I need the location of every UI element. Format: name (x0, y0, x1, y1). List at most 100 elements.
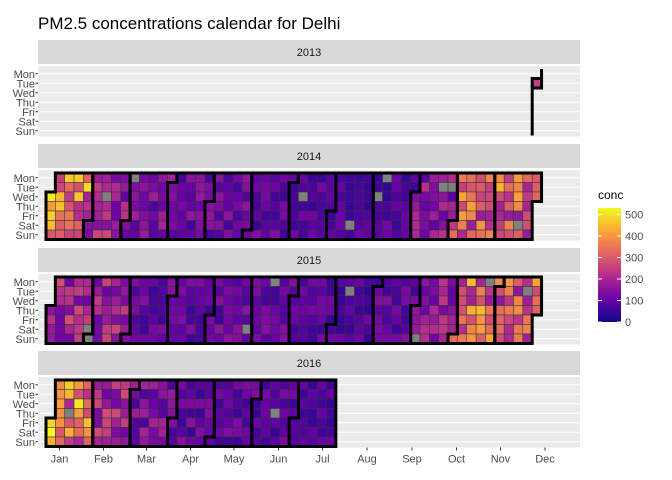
day-cell (260, 427, 271, 438)
day-cell (466, 201, 477, 212)
day-cell (223, 201, 234, 212)
day-cell (475, 305, 486, 316)
day-cell (354, 314, 365, 325)
day-cell (101, 389, 112, 400)
month-tick-label: Mar (137, 454, 156, 466)
day-cell (195, 408, 206, 419)
day-cell (139, 201, 150, 212)
day-cell (391, 201, 402, 212)
day-cell (73, 427, 84, 438)
day-cell (186, 408, 196, 419)
day-cell (513, 286, 524, 297)
day-cell (111, 191, 122, 202)
day-cell (139, 417, 150, 428)
day-cell (475, 220, 486, 231)
day-cell (513, 305, 524, 316)
day-cell (55, 324, 65, 335)
day-cell (157, 398, 168, 409)
day-cell (391, 295, 402, 306)
day-cell (186, 286, 196, 297)
day-cell (298, 305, 309, 316)
day-cell (186, 191, 196, 202)
weekday-tick-label: Tue (16, 182, 35, 194)
weekday-tick-label: Sun (15, 126, 35, 138)
day-cell (148, 201, 159, 212)
day-cell (195, 417, 206, 428)
day-cell (176, 210, 187, 221)
day-cell (139, 191, 150, 202)
day-cell (232, 314, 243, 325)
day-cell (354, 286, 365, 297)
day-cell (391, 314, 402, 325)
month-tick-label: Apr (182, 454, 199, 466)
day-cell (111, 295, 122, 306)
weekday-tick-label: Tue (16, 78, 35, 90)
day-cell (279, 398, 290, 409)
day-cell (316, 305, 327, 316)
day-cell (382, 210, 393, 221)
day-cell (260, 295, 271, 306)
day-cell (354, 324, 365, 335)
day-cell (344, 305, 355, 316)
month-tick-label: May (224, 454, 245, 466)
day-cell (307, 191, 318, 202)
day-cell (232, 324, 243, 335)
day-cell (513, 220, 524, 231)
day-cell (139, 182, 150, 193)
day-cell (382, 295, 393, 306)
weekday-tick-label: Thu (16, 408, 35, 420)
day-cell (139, 408, 150, 419)
weekday-tick-label: Sun (15, 334, 35, 346)
panel-strip-label: 2015 (297, 255, 321, 267)
day-cell (73, 191, 84, 202)
day-cell (513, 182, 524, 193)
day-cell (176, 201, 187, 212)
day-cell (223, 314, 234, 325)
day-cell (111, 398, 122, 409)
day-cell (232, 182, 243, 193)
month-tick-label: Sep (402, 454, 422, 466)
day-cell (382, 305, 393, 316)
day-cell (382, 182, 393, 193)
day-cell (111, 305, 122, 316)
day-cell (307, 398, 318, 409)
day-cell (354, 210, 365, 221)
month-tick-label: Feb (94, 454, 113, 466)
day-cell (101, 286, 112, 297)
weekday-tick-label: Wed (13, 296, 35, 308)
day-cell (438, 286, 449, 297)
day-cell (513, 314, 524, 325)
day-cell (55, 220, 65, 231)
day-cell (344, 182, 355, 193)
day-cell (391, 182, 402, 193)
day-cell (260, 182, 271, 193)
day-cell (475, 191, 486, 202)
panel-strip (38, 40, 580, 64)
day-cell (64, 398, 75, 409)
day-cell (111, 417, 122, 428)
day-cell (513, 324, 524, 335)
day-cell (438, 191, 449, 202)
day-cell (186, 389, 196, 400)
month-tick-label: Jun (270, 454, 288, 466)
day-cell (223, 408, 234, 419)
weekday-tick-label: Thu (16, 201, 35, 213)
x-axis: Jan Feb Mar Apr May Jun Jul Aug Sep Oct Nov Dec (51, 447, 555, 466)
day-cell (270, 286, 280, 297)
day-cell (186, 295, 196, 306)
day-cell (260, 191, 271, 202)
day-cell (111, 389, 122, 400)
day-cell (344, 191, 355, 202)
day-cell (503, 314, 514, 325)
day-cell (101, 210, 112, 221)
day-cell (232, 417, 243, 428)
panel-background (38, 66, 580, 137)
day-cell (73, 305, 84, 316)
day-cell (73, 182, 84, 193)
day-cell (316, 286, 327, 297)
day-cell (139, 314, 150, 325)
day-cell (223, 417, 234, 428)
